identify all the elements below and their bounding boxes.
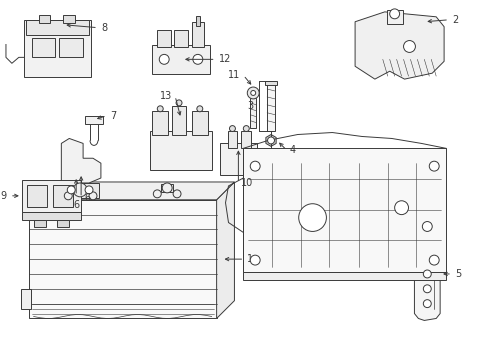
Text: 6: 6 — [84, 193, 90, 203]
Bar — [244, 272, 446, 280]
Circle shape — [159, 54, 169, 64]
Circle shape — [153, 190, 161, 198]
Polygon shape — [266, 135, 276, 147]
Circle shape — [64, 192, 72, 200]
Circle shape — [299, 204, 326, 231]
Circle shape — [173, 190, 181, 198]
Text: 8: 8 — [101, 23, 107, 33]
Polygon shape — [29, 182, 234, 200]
Bar — [244, 148, 446, 272]
Bar — [27, 185, 47, 207]
Circle shape — [73, 183, 87, 197]
Circle shape — [423, 270, 431, 278]
Bar — [73, 184, 87, 194]
Circle shape — [423, 300, 431, 307]
Bar — [157, 30, 171, 48]
Circle shape — [251, 90, 256, 95]
Bar — [265, 81, 277, 85]
Text: 13: 13 — [160, 91, 172, 101]
Bar — [196, 16, 200, 26]
Bar — [152, 111, 168, 135]
Circle shape — [422, 221, 432, 231]
Bar — [387, 10, 403, 24]
Circle shape — [429, 161, 439, 171]
Bar — [152, 45, 210, 74]
Circle shape — [85, 186, 93, 194]
Bar — [192, 111, 208, 135]
Bar — [192, 22, 204, 48]
Circle shape — [268, 137, 274, 144]
Circle shape — [244, 126, 249, 131]
Bar — [242, 131, 251, 148]
Bar — [32, 37, 55, 57]
Bar — [59, 37, 83, 57]
Circle shape — [247, 87, 259, 99]
Text: 1: 1 — [247, 254, 253, 264]
Bar — [22, 212, 81, 220]
Bar — [63, 183, 99, 198]
Bar — [150, 131, 212, 170]
Circle shape — [89, 192, 97, 200]
Circle shape — [157, 106, 163, 112]
Text: 7: 7 — [110, 111, 116, 121]
Polygon shape — [217, 182, 234, 319]
Text: 9: 9 — [1, 191, 7, 201]
Circle shape — [394, 201, 409, 215]
Bar — [21, 289, 31, 309]
Bar — [63, 15, 75, 23]
Polygon shape — [29, 200, 217, 319]
Bar — [172, 106, 186, 135]
Text: 11: 11 — [228, 70, 241, 80]
Circle shape — [250, 161, 260, 171]
Text: 4: 4 — [290, 145, 296, 155]
Circle shape — [197, 106, 203, 112]
Bar — [418, 244, 436, 264]
Bar — [34, 220, 46, 228]
Text: 3: 3 — [247, 101, 253, 111]
Circle shape — [429, 255, 439, 265]
Text: 6: 6 — [73, 200, 79, 210]
Bar — [85, 116, 103, 123]
Polygon shape — [61, 139, 101, 183]
Bar — [161, 184, 173, 192]
Text: 10: 10 — [242, 178, 254, 188]
Text: 2: 2 — [452, 15, 458, 25]
Circle shape — [229, 126, 235, 131]
Bar — [26, 20, 89, 35]
Circle shape — [390, 9, 400, 19]
Polygon shape — [355, 12, 444, 79]
Circle shape — [423, 285, 431, 293]
Bar — [220, 143, 257, 175]
Circle shape — [67, 186, 75, 194]
Circle shape — [162, 183, 172, 193]
Text: 12: 12 — [219, 54, 231, 64]
Bar — [24, 20, 91, 77]
Text: 5: 5 — [455, 269, 461, 279]
Polygon shape — [415, 220, 440, 320]
Circle shape — [404, 41, 416, 53]
Bar — [267, 81, 275, 131]
Bar — [57, 220, 69, 228]
Bar — [250, 98, 256, 127]
Bar — [39, 15, 50, 23]
Circle shape — [250, 255, 260, 265]
Bar — [174, 30, 188, 48]
Bar — [53, 185, 73, 207]
Bar — [227, 131, 237, 148]
Circle shape — [193, 54, 203, 64]
Circle shape — [176, 100, 182, 106]
Bar — [22, 180, 81, 212]
